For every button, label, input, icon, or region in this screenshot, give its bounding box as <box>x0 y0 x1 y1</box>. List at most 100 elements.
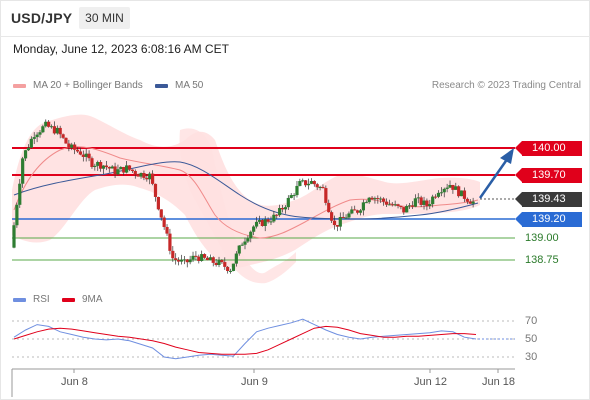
rsi-tick-70: 70 <box>525 315 538 327</box>
candle-down <box>341 216 345 218</box>
projection-arrow-shaft <box>478 157 510 199</box>
candle-down <box>214 262 218 265</box>
candle-down <box>171 250 175 259</box>
ma9-swatch <box>62 297 75 302</box>
candle-up <box>191 255 195 260</box>
candle-up <box>252 226 256 232</box>
candle-up <box>361 202 365 211</box>
candle-down <box>315 184 319 188</box>
candle-up <box>15 204 19 226</box>
candle-down <box>304 180 308 186</box>
candle-down <box>58 127 62 135</box>
candle-up <box>240 244 244 246</box>
timeframe-button[interactable]: 30 MIN <box>79 7 130 29</box>
candle-down <box>211 257 215 263</box>
candle-up <box>286 197 290 208</box>
candle-down <box>226 266 230 272</box>
rsi-swatch <box>13 297 26 302</box>
candle-up <box>231 263 236 271</box>
candle-down <box>266 219 270 222</box>
candle-up <box>422 200 426 205</box>
date-label-jun18: Jun 18 <box>482 376 516 388</box>
candle-down <box>99 161 103 169</box>
candle-down <box>410 205 415 207</box>
legend-ma20-label: MA 20 + Bollinger Bands <box>33 80 143 91</box>
candle-down <box>165 226 169 234</box>
candle-up <box>306 183 311 186</box>
candle-down <box>73 144 77 150</box>
candle-down <box>376 198 380 200</box>
candle-down <box>353 209 357 211</box>
candle-up <box>101 165 106 169</box>
candle-down <box>145 177 149 180</box>
candle-up <box>49 126 54 128</box>
candle-up <box>379 198 383 200</box>
candle-up <box>272 214 276 222</box>
rsi-ma9-line <box>13 325 477 355</box>
support-label-1: 139.00 <box>525 232 559 244</box>
candle-up <box>32 137 36 139</box>
candle-down <box>335 225 339 227</box>
candle-down <box>260 220 264 227</box>
candle-up <box>228 270 233 272</box>
candle-up <box>21 158 25 184</box>
candle-down <box>159 209 163 218</box>
candle-down <box>312 181 316 185</box>
candle-up <box>289 195 293 198</box>
candle-up <box>84 153 88 157</box>
candle-up <box>96 161 100 166</box>
candle-down <box>327 202 331 213</box>
candlestick-series <box>12 119 475 274</box>
candle-up <box>55 127 59 134</box>
candle-down <box>197 256 201 261</box>
candle-up <box>393 204 397 206</box>
candle-up <box>188 259 192 263</box>
candle-down <box>390 204 394 206</box>
rsi-line <box>13 318 477 360</box>
candle-up <box>254 221 259 227</box>
candle-up <box>246 238 250 242</box>
candle-up <box>23 150 28 159</box>
candle-down <box>223 262 227 267</box>
candle-up <box>416 197 420 199</box>
legend-ma9-label: 9MA <box>82 294 103 305</box>
candle-up <box>119 167 123 170</box>
candle-down <box>370 197 374 200</box>
candle-down <box>156 196 160 210</box>
candle-up <box>257 220 262 222</box>
candle-down <box>78 151 83 155</box>
candle-down <box>332 220 337 226</box>
candle-down <box>142 173 146 178</box>
candle-up <box>93 165 97 167</box>
candle-up <box>182 259 186 261</box>
legend-ma50-label: MA 50 <box>175 80 204 91</box>
candle-down <box>457 186 461 197</box>
candle-down <box>168 233 172 251</box>
header-divider <box>0 36 590 37</box>
legend-ma9: 9MA <box>62 294 103 305</box>
candle-down <box>130 169 134 171</box>
candle-up <box>41 126 45 133</box>
candle-up <box>350 209 354 214</box>
candle-down <box>52 126 57 134</box>
candle-up <box>139 173 143 177</box>
candle-down <box>81 154 85 157</box>
candle-up <box>387 204 391 206</box>
support-label-2: 138.75 <box>525 254 559 266</box>
candle-down <box>205 257 210 261</box>
timestamp: Monday, June 12, 2023 6:08:16 AM CET <box>13 42 229 56</box>
candle-down <box>462 190 467 199</box>
candle-down <box>451 184 455 190</box>
candle-up <box>295 185 299 196</box>
candle-down <box>419 197 423 205</box>
candle-up <box>367 197 371 203</box>
candle-down <box>133 170 137 175</box>
legend-rsi: RSI <box>13 294 50 305</box>
credit-text: Research © 2023 Trading Central <box>431 80 581 91</box>
candle-down <box>280 208 285 210</box>
candle-up <box>358 210 363 213</box>
ma20-swatch <box>13 83 26 88</box>
candle-down <box>104 165 108 168</box>
candle-up <box>471 201 475 204</box>
candle-up <box>70 144 74 148</box>
